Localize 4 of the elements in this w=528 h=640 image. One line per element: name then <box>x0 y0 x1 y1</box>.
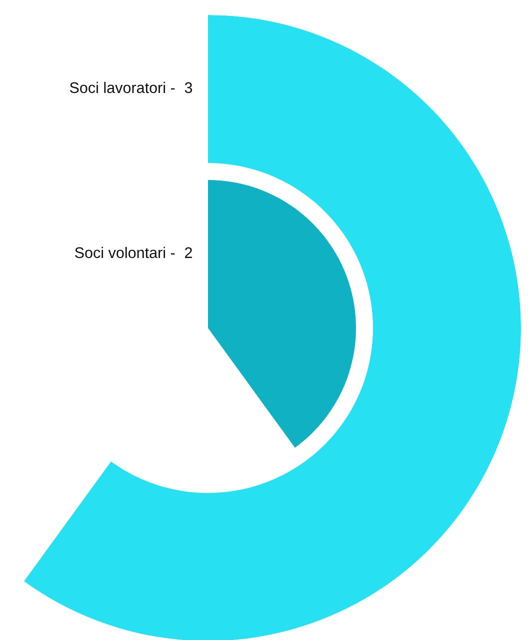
data-label: 3 <box>184 82 192 94</box>
category-label: Soci lavoratori - <box>70 82 175 94</box>
category-label: Soci volontari - <box>75 246 175 258</box>
data-label: 2 <box>184 247 192 258</box>
